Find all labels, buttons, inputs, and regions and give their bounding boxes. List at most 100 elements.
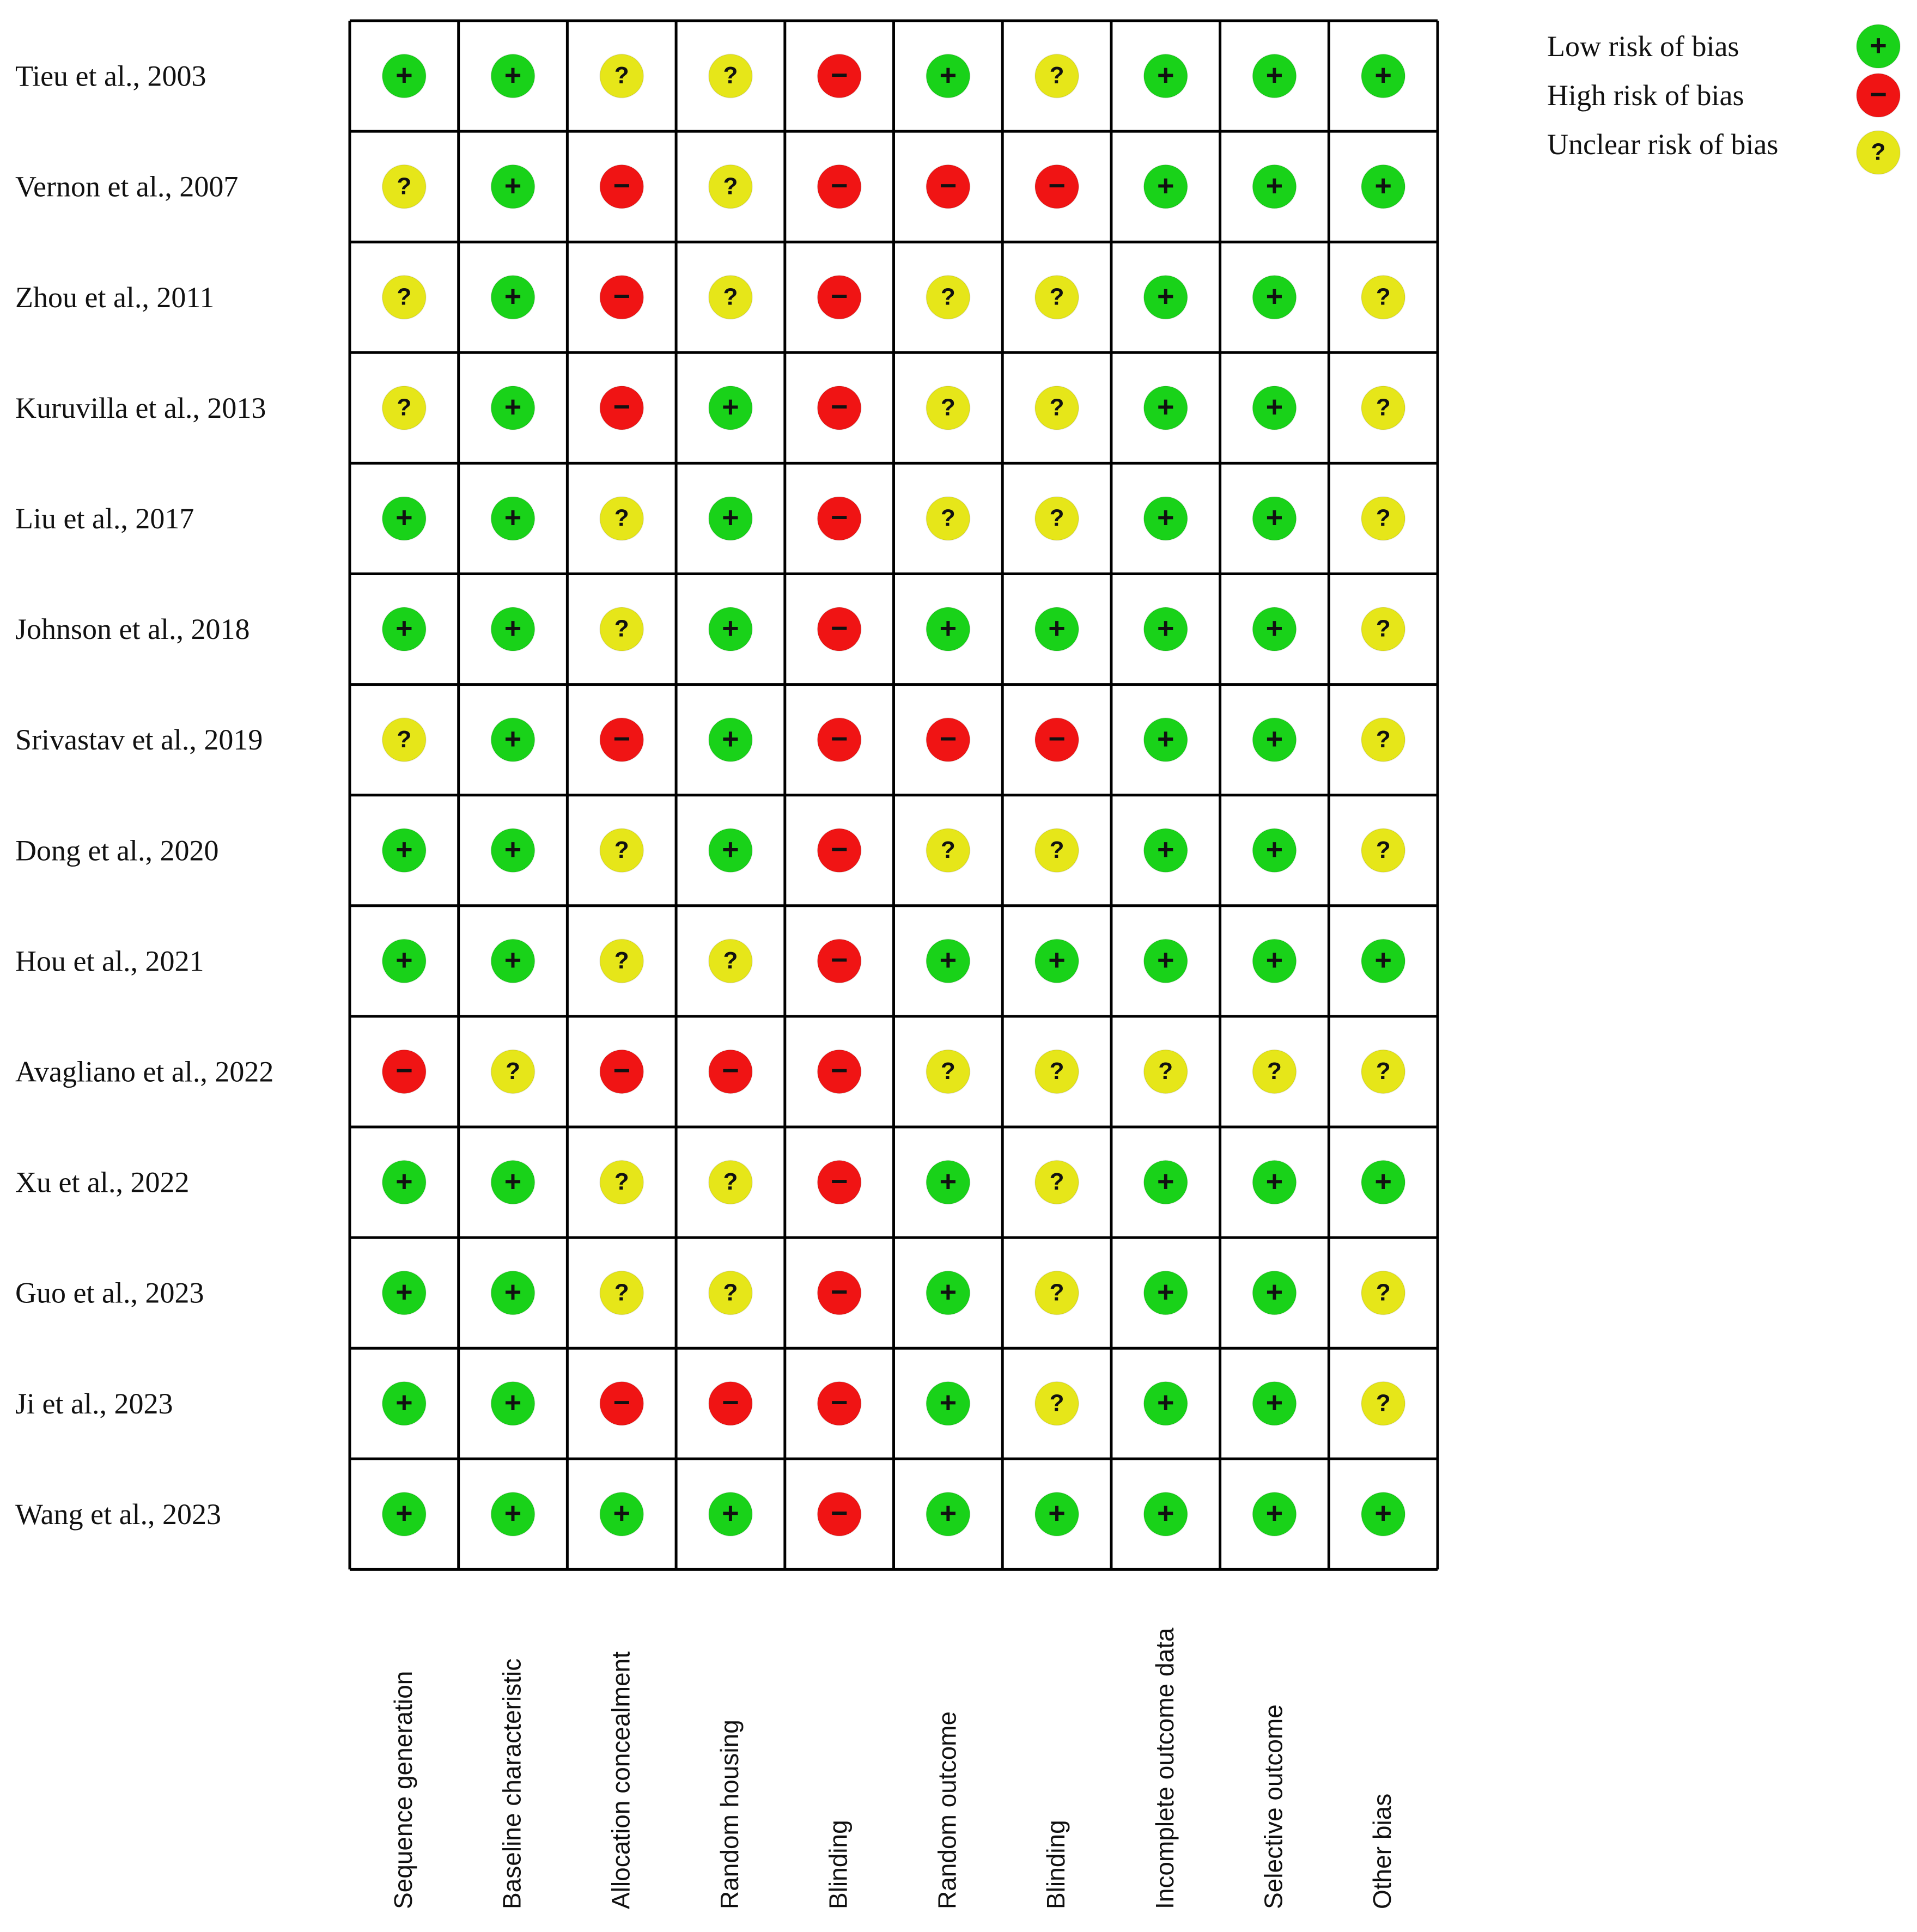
rating-cell: − bbox=[817, 1381, 862, 1426]
rating-cell: ? bbox=[708, 1160, 753, 1205]
low-risk-dot bbox=[490, 607, 535, 652]
rating-cell: + bbox=[1034, 1491, 1080, 1537]
low-risk-symbol: + bbox=[1266, 944, 1283, 977]
unclear-risk-dot bbox=[1361, 385, 1406, 430]
rating-cell: + bbox=[381, 1491, 427, 1537]
rating-cell: − bbox=[817, 385, 862, 430]
study-label: Hou et al., 2021 bbox=[15, 944, 204, 977]
low-risk-symbol: + bbox=[395, 1276, 413, 1308]
unclear-risk-dot bbox=[1361, 496, 1406, 541]
high-risk-dot bbox=[708, 1381, 753, 1426]
low-risk-dot bbox=[1361, 1491, 1406, 1537]
domain-column-label: Random housing bbox=[715, 1720, 744, 1909]
high-risk-dot bbox=[817, 53, 862, 99]
low-risk-symbol: + bbox=[1157, 722, 1174, 755]
low-risk-symbol: + bbox=[613, 1497, 630, 1529]
low-risk-dot bbox=[381, 496, 427, 541]
legend-dot: ? bbox=[1856, 130, 1901, 175]
rating-cell: + bbox=[490, 1160, 535, 1205]
rating-cell: − bbox=[926, 164, 971, 209]
low-risk-dot bbox=[926, 607, 971, 652]
low-risk-dot bbox=[1361, 53, 1406, 99]
rating-cell: ? bbox=[926, 275, 971, 320]
unclear-risk-symbol: ? bbox=[614, 62, 629, 89]
unclear-risk-dot bbox=[926, 828, 971, 873]
low-risk-dot bbox=[1143, 717, 1188, 763]
legend-dot: − bbox=[1856, 73, 1901, 118]
unclear-risk-dot bbox=[599, 1270, 644, 1315]
legend-label: Low risk of bias bbox=[1547, 30, 1739, 63]
unclear-risk-dot bbox=[381, 275, 427, 320]
rating-cell: + bbox=[490, 938, 535, 984]
low-risk-dot bbox=[490, 828, 535, 873]
unclear-risk-dot bbox=[1361, 1270, 1406, 1315]
unclear-risk-dot bbox=[926, 385, 971, 430]
low-risk-symbol: + bbox=[1374, 1165, 1392, 1198]
rating-cell: ? bbox=[1361, 1381, 1406, 1426]
high-risk-symbol: − bbox=[940, 722, 957, 755]
low-risk-symbol: + bbox=[722, 1497, 739, 1529]
domain-column-label: Blinding bbox=[1042, 1820, 1070, 1909]
rating-cell: + bbox=[490, 275, 535, 320]
high-risk-symbol: − bbox=[613, 1055, 630, 1087]
unclear-risk-dot bbox=[599, 53, 644, 99]
rating-cell: + bbox=[490, 385, 535, 430]
rating-cell: + bbox=[1143, 1381, 1188, 1426]
rating-cell: ? bbox=[599, 1270, 644, 1315]
high-risk-dot bbox=[817, 1160, 862, 1205]
low-risk-symbol: + bbox=[940, 1165, 957, 1198]
high-risk-dot bbox=[599, 1381, 644, 1426]
low-risk-symbol: + bbox=[395, 501, 413, 534]
rating-cell: ? bbox=[1143, 1049, 1188, 1094]
unclear-risk-symbol: ? bbox=[1050, 505, 1064, 532]
unclear-risk-symbol: ? bbox=[397, 726, 411, 753]
low-risk-dot bbox=[1252, 275, 1297, 320]
high-risk-symbol: − bbox=[831, 944, 848, 977]
high-risk-symbol: − bbox=[1870, 78, 1887, 111]
rating-cell: − bbox=[817, 164, 862, 209]
low-risk-dot bbox=[1143, 607, 1188, 652]
rating-cell: ? bbox=[1361, 275, 1406, 320]
low-risk-symbol: + bbox=[1157, 1497, 1174, 1529]
rating-cell: ? bbox=[1034, 828, 1080, 873]
high-risk-symbol: − bbox=[831, 169, 848, 202]
rating-cell: + bbox=[1252, 1270, 1297, 1315]
rating-cell: ? bbox=[381, 717, 427, 763]
unclear-risk-symbol: ? bbox=[1376, 1058, 1391, 1084]
low-risk-symbol: + bbox=[940, 1386, 957, 1419]
rating-cell: − bbox=[817, 717, 862, 763]
low-risk-symbol: + bbox=[1157, 280, 1174, 313]
low-risk-symbol: + bbox=[1157, 59, 1174, 92]
rating-cell: + bbox=[1143, 385, 1188, 430]
rating-cell: ? bbox=[1361, 385, 1406, 430]
legend-dot: + bbox=[1856, 24, 1901, 69]
rating-cell: + bbox=[1034, 938, 1080, 984]
low-risk-dot bbox=[926, 53, 971, 99]
unclear-risk-dot bbox=[708, 53, 753, 99]
low-risk-dot bbox=[1143, 385, 1188, 430]
low-risk-symbol: + bbox=[504, 1497, 522, 1529]
low-risk-dot bbox=[490, 164, 535, 209]
low-risk-symbol: + bbox=[504, 59, 522, 92]
unclear-risk-dot bbox=[599, 496, 644, 541]
low-risk-symbol: + bbox=[1157, 1165, 1174, 1198]
high-risk-symbol: − bbox=[722, 1055, 739, 1087]
low-risk-symbol: + bbox=[1374, 1497, 1392, 1529]
rating-cell: − bbox=[817, 828, 862, 873]
low-risk-symbol: + bbox=[1266, 722, 1283, 755]
unclear-risk-dot bbox=[1361, 1381, 1406, 1426]
low-risk-symbol: + bbox=[940, 944, 957, 977]
unclear-risk-symbol: ? bbox=[1267, 1058, 1282, 1084]
high-risk-symbol: − bbox=[722, 1386, 739, 1419]
unclear-risk-symbol: ? bbox=[614, 837, 629, 863]
rating-cell: − bbox=[817, 1049, 862, 1094]
low-risk-symbol: + bbox=[1157, 169, 1174, 202]
unclear-risk-symbol: ? bbox=[1050, 1058, 1064, 1084]
unclear-risk-symbol: ? bbox=[1376, 837, 1391, 863]
unclear-risk-symbol: ? bbox=[723, 1168, 738, 1195]
domain-column-label: Sequence generation bbox=[389, 1671, 417, 1909]
legend-item-high: High risk of bias − bbox=[1547, 73, 1901, 118]
unclear-risk-dot bbox=[1361, 828, 1406, 873]
rating-cell: + bbox=[1143, 607, 1188, 652]
rating-cell: + bbox=[490, 1381, 535, 1426]
